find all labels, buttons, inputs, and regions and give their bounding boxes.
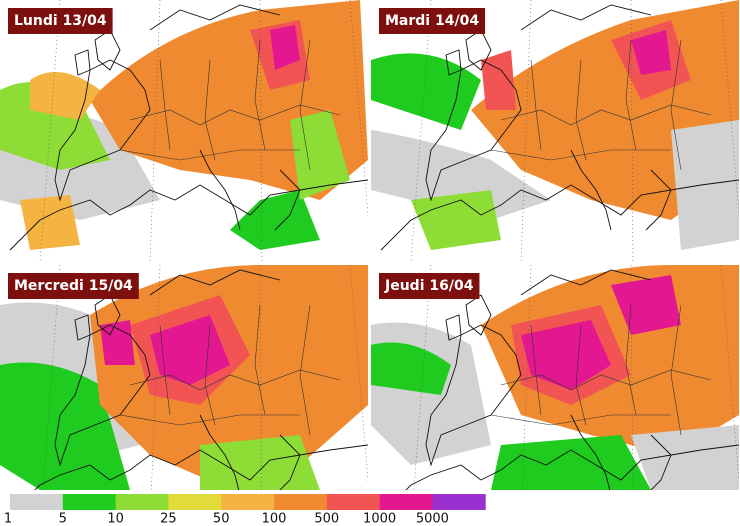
legend-swatch xyxy=(168,494,222,510)
legend-swatch xyxy=(379,494,433,510)
legend-label: 1000 xyxy=(363,512,396,526)
panel-title-text: Mardi 14/04 xyxy=(385,13,479,29)
map-panel xyxy=(0,0,368,262)
legend-label: 10 xyxy=(107,512,124,526)
legend-swatch xyxy=(432,494,486,510)
legend-label: 5 xyxy=(59,512,67,526)
legend-swatch xyxy=(115,494,169,510)
panel-title-text: Mercredi 15/04 xyxy=(14,278,133,294)
legend-swatch xyxy=(221,494,275,510)
panel-title-box xyxy=(379,8,486,34)
panel-title: Mercredi 15/04 xyxy=(8,273,139,299)
map-panel xyxy=(0,265,368,490)
legend-label: 100 xyxy=(262,512,287,526)
panel-title-box xyxy=(8,273,139,299)
legend-label: 500 xyxy=(314,512,339,526)
legend-swatch xyxy=(274,494,328,510)
map-panel xyxy=(371,265,739,490)
panel-title-text: Lundi 13/04 xyxy=(14,13,107,29)
color-legend: 1 5 10 25 50 100 500 1000 5000 xyxy=(4,494,486,526)
panel-title: Lundi 13/04 xyxy=(8,8,113,34)
panel-title-box xyxy=(379,273,480,299)
legend-label: 25 xyxy=(160,512,177,526)
legend-label: 50 xyxy=(213,512,230,526)
legend-label: 1 xyxy=(4,512,12,526)
panel-title: Jeudi 16/04 xyxy=(379,273,480,299)
legend-swatch xyxy=(326,494,381,510)
panel-title: Mardi 14/04 xyxy=(379,8,486,34)
panel-title-text: Jeudi 16/04 xyxy=(384,278,474,294)
map-panel xyxy=(371,0,739,262)
panel-title-box xyxy=(8,8,113,34)
legend-label: 5000 xyxy=(416,512,449,526)
legend-swatch xyxy=(10,494,64,510)
legend-swatch xyxy=(62,494,117,510)
